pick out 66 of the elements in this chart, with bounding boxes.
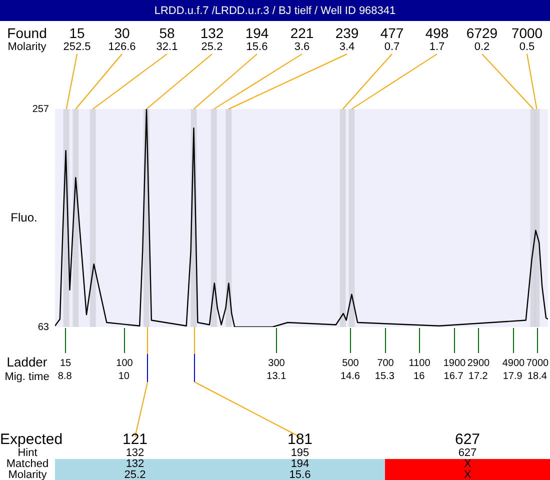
text: 700 bbox=[377, 358, 394, 369]
chart-title: LRDD.u.f.7 /LRDD.u.r.3 / BJ tielf / Well ID 968341 bbox=[154, 5, 396, 18]
x-tick-label: 10 bbox=[118, 370, 130, 382]
text: 0.2 bbox=[474, 41, 490, 54]
annotation: 194 bbox=[245, 24, 269, 41]
text: 25.2 bbox=[124, 469, 146, 480]
text: 181 bbox=[287, 431, 313, 448]
text: 194 bbox=[290, 458, 310, 470]
annotation: 7000 bbox=[511, 24, 543, 41]
annotation: 6729 bbox=[466, 24, 498, 41]
category-label: Molarity bbox=[8, 469, 47, 480]
x-tick-label: 17.9 bbox=[502, 370, 523, 382]
text: 195 bbox=[290, 447, 310, 459]
x-axis-title: Mig. time bbox=[4, 371, 50, 384]
x-tick-label: 13.1 bbox=[266, 370, 287, 382]
text: 1.7 bbox=[429, 41, 445, 54]
text: 300 bbox=[268, 358, 286, 369]
text: 15 bbox=[60, 358, 72, 369]
text: X bbox=[464, 469, 472, 480]
text: 15.6 bbox=[289, 469, 311, 480]
annotation: 498 bbox=[425, 24, 449, 41]
text: 0.7 bbox=[384, 41, 400, 54]
text: X bbox=[464, 458, 472, 470]
text: Ladder bbox=[6, 354, 48, 370]
text: 252.5 bbox=[63, 41, 91, 54]
x-tick-label: 18.4 bbox=[527, 370, 548, 382]
x-tick-label: 16.7 bbox=[444, 370, 464, 382]
annotation: 58 bbox=[159, 24, 175, 41]
annotation: 15 bbox=[69, 24, 85, 41]
category-label: Expected bbox=[0, 431, 63, 448]
text: Molarity bbox=[8, 41, 47, 54]
category-label: Matched bbox=[6, 458, 49, 470]
text: 100 bbox=[116, 358, 134, 369]
y-tick-label: 257 bbox=[32, 104, 50, 115]
text: 500 bbox=[342, 358, 360, 369]
x-tick-label: 17.2 bbox=[468, 370, 488, 382]
annotation: 477 bbox=[380, 24, 404, 41]
x-tick-label: 16 bbox=[414, 370, 426, 382]
text: 132 bbox=[126, 458, 144, 470]
x-tick-label: 14.6 bbox=[340, 370, 360, 382]
y-tick-label: 63 bbox=[38, 322, 50, 333]
text: 0.5 bbox=[519, 41, 535, 54]
annotation: 221 bbox=[290, 24, 314, 41]
text: 7000 bbox=[526, 358, 550, 369]
annotation: 239 bbox=[335, 24, 359, 41]
category-label: Hint bbox=[18, 447, 38, 459]
text: 32.1 bbox=[156, 41, 178, 54]
text: 1900 bbox=[443, 358, 466, 369]
text: 15.6 bbox=[246, 41, 268, 54]
annotation: 30 bbox=[114, 24, 130, 41]
text: Found bbox=[7, 24, 47, 41]
text: 1100 bbox=[408, 358, 431, 369]
text: 3.4 bbox=[339, 41, 355, 54]
text: 627 bbox=[454, 431, 480, 448]
x-tick-label: 15.3 bbox=[374, 370, 395, 382]
text: 121 bbox=[122, 431, 148, 448]
text: 132 bbox=[126, 447, 144, 459]
text: 25.2 bbox=[201, 41, 223, 54]
y-axis-title: Fluo. bbox=[10, 210, 38, 224]
text: 126.6 bbox=[108, 41, 136, 54]
text: 2900 bbox=[467, 358, 490, 369]
text: 627 bbox=[458, 447, 477, 459]
text: 4900 bbox=[502, 358, 526, 369]
text: 3.6 bbox=[294, 41, 310, 54]
x-tick-label: 8.8 bbox=[58, 370, 72, 382]
annotation: 132 bbox=[200, 24, 224, 41]
